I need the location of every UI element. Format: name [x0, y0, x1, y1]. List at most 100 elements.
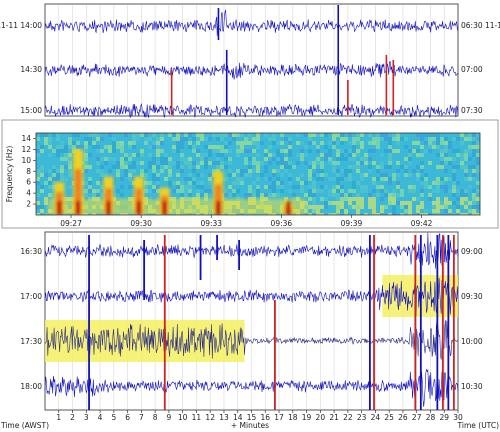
spectrogram-noise-cell [276, 141, 280, 145]
spectrogram-noise-cell [316, 145, 320, 149]
spectrogram-noise-cell [380, 133, 384, 137]
spectrogram-noise-cell [168, 161, 172, 165]
spectrogram-xtick-09:39: 09:39 [341, 219, 363, 228]
spectrogram-noise-cell [352, 157, 356, 161]
spectrogram-noise-cell [360, 185, 364, 189]
bottom-xtick-12: 12 [205, 413, 215, 422]
spectrogram-noise-cell [320, 173, 324, 177]
spectrogram-noise-cell [128, 157, 132, 161]
spectrogram-noise-cell [296, 133, 300, 137]
spectrogram-noise-cell [272, 193, 276, 197]
spectrogram-noise-cell [260, 141, 264, 145]
spectrogram-noise-cell [168, 133, 172, 137]
spectrogram-noise-cell [68, 169, 72, 173]
spectrogram-noise-cell [268, 153, 272, 157]
spectrogram-noise-cell [88, 153, 92, 157]
spectrogram-noise-cell [348, 189, 352, 193]
spectrogram-noise-cell [336, 185, 340, 189]
spectrogram-noise-cell [136, 133, 140, 137]
spectrogram-noise-cell [316, 189, 320, 193]
spectrogram-noise-cell [48, 137, 52, 141]
spectrogram-noise-cell [160, 165, 164, 169]
spectrogram-noise-cell [120, 185, 124, 189]
spectrogram-noise-cell [352, 197, 356, 201]
spectrogram-noise-cell [340, 209, 344, 213]
bottom-xtick-11: 11 [192, 413, 202, 422]
spectrogram-noise-cell [116, 165, 120, 169]
spectrogram-noise-cell [36, 145, 40, 149]
spectrogram-noise-cell [208, 161, 212, 165]
spectrogram-noise-cell [348, 169, 352, 173]
spectrogram-noise-cell [444, 205, 448, 209]
spectrogram-noise-cell [212, 169, 216, 173]
spectrogram-noise-cell [440, 165, 444, 169]
spectrogram-noise-cell [84, 137, 88, 141]
spectrogram-noise-cell [372, 209, 376, 213]
spectrogram-noise-cell [208, 137, 212, 141]
spectrogram-noise-cell [136, 161, 140, 165]
spectrogram-noise-cell [424, 181, 428, 185]
spectrogram-noise-cell [212, 133, 216, 137]
spectrogram-noise-cell [96, 189, 100, 193]
spectrogram-noise-cell [464, 189, 468, 193]
spectrogram-noise-cell [216, 161, 220, 165]
spectrogram-noise-cell [96, 145, 100, 149]
spectrogram-noise-cell [456, 181, 460, 185]
spectrogram-noise-cell [268, 177, 272, 181]
spectrogram-noise-cell [420, 193, 424, 197]
spectrogram-noise-cell [348, 165, 352, 169]
spectrogram-noise-cell [340, 197, 344, 201]
spectrogram-noise-cell [408, 157, 412, 161]
spectrogram-noise-cell [188, 189, 192, 193]
spectrogram-noise-cell [264, 169, 268, 173]
spectrogram-noise-cell [324, 173, 328, 177]
spectrogram-noise-cell [120, 161, 124, 165]
spectrogram-noise-cell [460, 193, 464, 197]
spectrogram-noise-cell [448, 161, 452, 165]
spectrogram-noise-cell [140, 133, 144, 137]
spectrogram-noise-cell [68, 145, 72, 149]
bottom-xtick-5: 5 [111, 413, 116, 422]
spectrogram-noise-cell [304, 153, 308, 157]
bottom-xtick-16: 16 [260, 413, 270, 422]
spectrogram-xtick-09:27: 09:27 [60, 219, 82, 228]
spectrogram-noise-cell [156, 189, 160, 193]
spectrogram-noise-cell [464, 197, 468, 201]
spectrogram-noise-cell [468, 145, 472, 149]
spectrogram-noise-cell [260, 173, 264, 177]
spectrogram-noise-cell [220, 149, 224, 153]
spectrogram-noise-cell [368, 133, 372, 137]
spectrogram-noise-cell [284, 161, 288, 165]
spectrogram-noise-cell [452, 185, 456, 189]
bottom-left-label-0: 16:30 [20, 247, 42, 256]
spectrogram-noise-cell [220, 165, 224, 169]
spectrogram-noise-cell [240, 133, 244, 137]
spectrogram-noise-cell [304, 133, 308, 137]
spectrogram-ytick-14: 14 [21, 134, 31, 143]
spectrogram-noise-cell [192, 137, 196, 141]
spectrogram-noise-cell [52, 133, 56, 137]
bottom-xtick-29: 29 [439, 413, 449, 422]
spectrogram-noise-cell [308, 177, 312, 181]
spectrogram-noise-cell [256, 161, 260, 165]
spectrogram-noise-cell [420, 161, 424, 165]
spectrogram-noise-cell [60, 157, 64, 161]
spectrogram-noise-cell [132, 153, 136, 157]
x-label-awst: Time (AWST) [0, 421, 49, 430]
spectrogram-noise-cell [348, 205, 352, 209]
spectrogram-noise-cell [444, 149, 448, 153]
spectrogram-noise-cell [36, 137, 40, 141]
bottom-xtick-17: 17 [274, 413, 284, 422]
spectrogram-noise-cell [72, 141, 76, 145]
spectrogram-noise-cell [180, 153, 184, 157]
spectrogram-noise-cell [124, 173, 128, 177]
spectrogram-noise-cell [324, 153, 328, 157]
spectrogram-noise-cell [228, 173, 232, 177]
spectrogram-noise-cell [408, 209, 412, 213]
spectrogram-noise-cell [384, 149, 388, 153]
spectrogram-noise-cell [284, 169, 288, 173]
spectrogram-noise-cell [312, 209, 316, 213]
spectrogram-noise-cell [64, 165, 68, 169]
spectrogram-noise-cell [112, 141, 116, 145]
spectrogram-noise-cell [336, 149, 340, 153]
